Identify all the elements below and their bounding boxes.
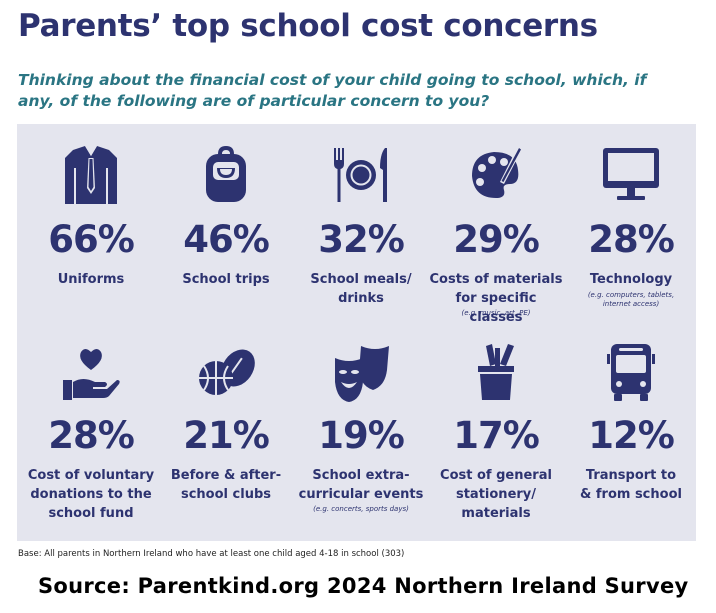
item-label-line-2: curricular events — [298, 487, 424, 502]
item-label-line-1: Cost of voluntary — [27, 468, 155, 483]
percent-value: 28% — [588, 218, 675, 261]
sports-balls-icon — [199, 349, 255, 395]
pencil-cup-icon — [478, 344, 514, 400]
item-note-line-1: (e.g. computers, tablets, — [587, 291, 675, 299]
item-label-line-2: stationery/ — [455, 487, 537, 502]
percent-value: 46% — [183, 218, 270, 261]
item-label-line-2: for specific classes — [455, 291, 537, 325]
percent-value: 19% — [318, 414, 405, 457]
item-note: (e.g. music, art, PE) — [461, 309, 531, 317]
item-label-line-2: donations to the — [30, 487, 152, 502]
percent-value: 12% — [588, 414, 675, 457]
base-note: Base: All parents in Northern Ireland wh… — [18, 549, 405, 559]
item-label-line-1: School extra- — [312, 468, 410, 483]
bus-icon — [607, 344, 655, 401]
item-label-line-2: & from school — [580, 487, 682, 502]
item-label: School trips — [182, 272, 270, 287]
item-label-line-1: School meals/ — [310, 272, 412, 287]
shirt-tie-icon — [65, 146, 117, 204]
percent-value: 32% — [318, 218, 405, 261]
computer-monitor-icon — [603, 148, 659, 200]
page-title: Parents’ top school cost concerns — [18, 8, 598, 44]
item-label-line-1: Costs of materials — [429, 272, 563, 287]
item-label-line-1: Cost of general — [440, 468, 552, 483]
results-panel: 66% Uniforms 46% School trips 32% School… — [17, 124, 696, 541]
item-label-line-3: school fund — [48, 506, 134, 521]
percent-value: 29% — [453, 218, 540, 261]
paint-palette-icon — [472, 146, 522, 198]
percent-value: 17% — [453, 414, 540, 457]
item-note-line-2: internet access) — [602, 300, 660, 308]
item-label-line-2: drinks — [338, 291, 384, 306]
item-note: (e.g. concerts, sports days) — [313, 505, 409, 513]
item-label: Technology — [589, 272, 673, 287]
item-label-line-1: Transport to — [585, 468, 677, 483]
percent-value: 21% — [183, 414, 270, 457]
heart-hand-icon — [63, 349, 120, 400]
percent-value: 66% — [48, 218, 135, 261]
plate-cutlery-icon — [334, 148, 387, 202]
backpack-icon — [206, 146, 246, 202]
source-caption: Source: Parentkind.org 2024 Northern Ire… — [38, 574, 689, 598]
item-label-line-3: materials — [461, 506, 531, 521]
theatre-masks-icon — [335, 346, 389, 402]
survey-question: Thinking about the financial cost of you… — [18, 71, 647, 110]
item-label-line-2: school clubs — [180, 487, 271, 502]
percent-value: 28% — [48, 414, 135, 457]
item-label-line-1: Before & after- — [170, 468, 282, 483]
item-label: Uniforms — [57, 272, 125, 287]
